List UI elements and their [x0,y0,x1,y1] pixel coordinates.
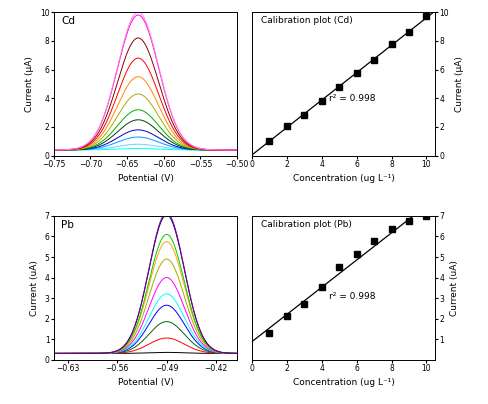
Text: Cd: Cd [61,17,75,26]
Y-axis label: Current (uA): Current (uA) [30,260,39,316]
X-axis label: Potential (V): Potential (V) [117,378,173,387]
Text: Calibration plot (Pb): Calibration plot (Pb) [261,220,351,229]
Text: r² = 0.998: r² = 0.998 [328,94,375,103]
Y-axis label: Current (μA): Current (μA) [454,56,463,112]
Text: Calibration plot (Cd): Calibration plot (Cd) [261,17,352,25]
X-axis label: Concentration (ug L⁻¹): Concentration (ug L⁻¹) [292,175,394,183]
Y-axis label: Current (uA): Current (uA) [449,260,458,316]
Text: r² = 0.998: r² = 0.998 [328,292,375,301]
Text: Pb: Pb [61,220,74,230]
X-axis label: Potential (V): Potential (V) [117,175,173,183]
X-axis label: Concentration (ug L⁻¹): Concentration (ug L⁻¹) [292,378,394,387]
Y-axis label: Current (μA): Current (μA) [25,56,34,112]
